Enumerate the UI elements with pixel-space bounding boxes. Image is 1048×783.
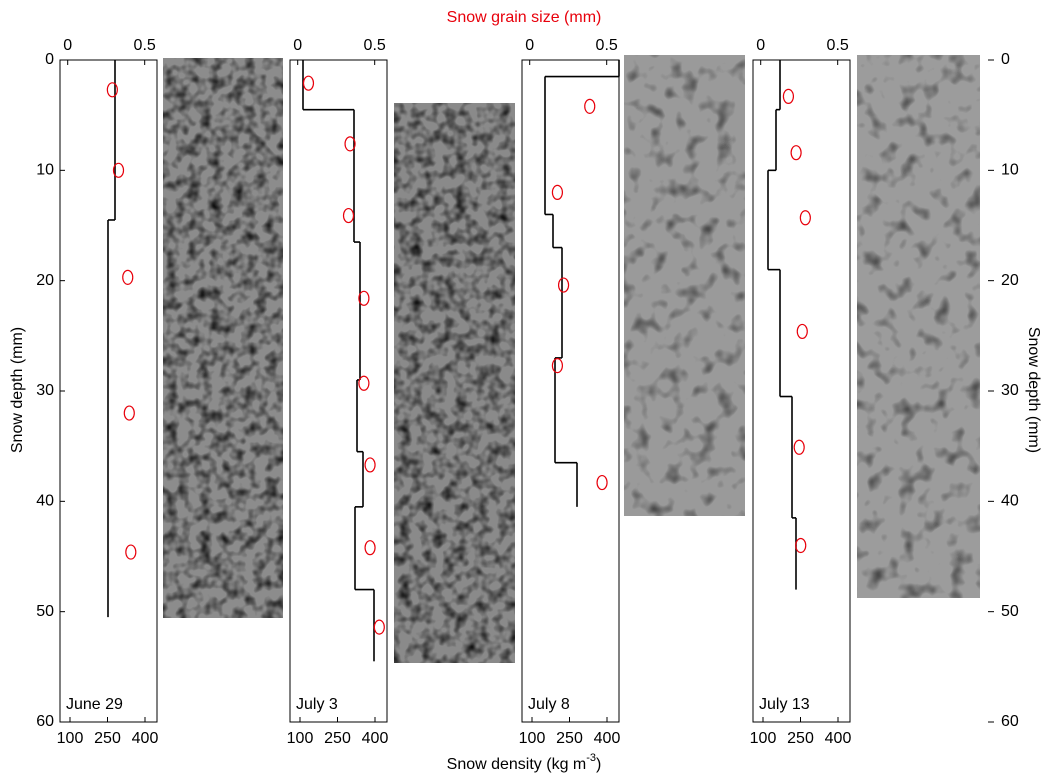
grain-marker (106, 82, 118, 98)
x-tick-label: 100 (519, 730, 546, 747)
y-tick-label: 0 (45, 51, 54, 68)
panel-frame (521, 59, 620, 723)
grain-marker (790, 145, 802, 161)
ct-images (163, 55, 980, 663)
x2-tick-label: 0.5 (134, 37, 156, 54)
x-tick-label: 100 (287, 730, 314, 747)
grain-marker (373, 619, 385, 635)
grain-marker (364, 457, 376, 473)
x-tick-label: 250 (324, 730, 351, 747)
x-tick-label: 400 (132, 730, 159, 747)
grain-marker (344, 136, 356, 152)
grain-marker (799, 210, 811, 226)
grain-marker (793, 439, 805, 455)
panel-label: July 8 (528, 696, 570, 713)
grain-marker (795, 537, 807, 554)
bottom-label-end: ) (596, 756, 601, 773)
x-tick-label: 400 (362, 730, 389, 747)
grain-marker (596, 474, 608, 491)
bottom-label: Snow density (kg m-3) (447, 752, 602, 773)
right-tick-label: 0 (1001, 51, 1010, 68)
grain-marker (342, 207, 355, 224)
grain-marker (123, 405, 135, 421)
y-tick-label: 20 (36, 272, 54, 289)
x-tick-label: 250 (94, 730, 121, 747)
x2-tick-label: 0 (63, 37, 72, 54)
bottom-label-sup: -3 (586, 752, 596, 764)
ct-texture (163, 58, 283, 618)
y-tick-label: 40 (36, 493, 54, 510)
x2-tick-label: 0.5 (827, 37, 849, 54)
grain-marker (358, 290, 370, 306)
grain-marker (112, 162, 125, 178)
grain-marker (122, 269, 134, 285)
right-tick-label: 10 (1001, 162, 1019, 179)
x2-tick-label: 0 (525, 37, 534, 54)
ct-texture (857, 55, 980, 598)
x-tick-label: 250 (787, 730, 814, 747)
right-tick-label: 60 (1001, 713, 1019, 730)
x2-tick-label: 0 (756, 37, 765, 54)
right-tick-label: 40 (1001, 493, 1019, 510)
ct-texture (394, 103, 515, 663)
grain-marker (302, 75, 315, 91)
x-tick-label: 400 (594, 730, 621, 747)
right-tick-label: 30 (1001, 382, 1019, 399)
grain-marker (364, 540, 376, 556)
grain-marker (551, 184, 564, 200)
panel-label: June 29 (66, 696, 123, 713)
panel-label: July 3 (296, 696, 338, 713)
x2-tick-label: 0.5 (364, 37, 386, 54)
bottom-label-text: Snow density (kg m (447, 756, 587, 773)
top-label: Snow grain size (mm) (447, 9, 602, 26)
grain-marker (584, 98, 596, 114)
x2-tick-label: 0 (293, 37, 302, 54)
panel-label: July 13 (759, 696, 810, 713)
right-tick-label: 50 (1001, 603, 1019, 620)
x-tick-label: 100 (57, 730, 84, 747)
x2-tick-label: 0.5 (596, 37, 618, 54)
left-label: Snow depth (mm) (9, 327, 26, 453)
grain-marker (796, 323, 808, 340)
x-tick-label: 100 (750, 730, 777, 747)
grain-marker (551, 358, 564, 374)
right-tick-label: 20 (1001, 272, 1019, 289)
y-tick-label: 30 (36, 382, 54, 399)
right-label: Snow depth (mm) (1025, 327, 1042, 453)
grain-marker (358, 375, 370, 391)
x-tick-label: 400 (825, 730, 852, 747)
grain-marker (125, 544, 137, 560)
x-tick-label: 250 (556, 730, 583, 747)
y-tick-label: 50 (36, 603, 54, 620)
grain-marker (782, 88, 795, 105)
y-tick-label: 10 (36, 162, 54, 179)
panel-frame (289, 59, 388, 723)
ct-texture (624, 55, 745, 516)
y-tick-label: 60 (36, 713, 54, 730)
panel-frame (752, 59, 851, 723)
grain-marker (557, 277, 570, 293)
